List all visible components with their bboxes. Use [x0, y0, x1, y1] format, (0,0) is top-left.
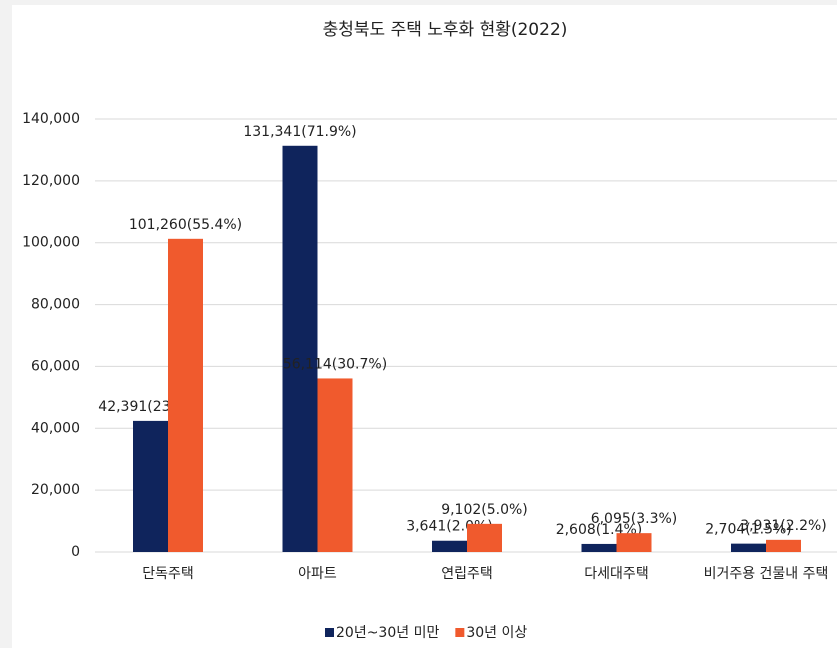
- x-tick-label: 단독주택: [142, 566, 194, 582]
- y-tick-label: 60,000: [31, 358, 80, 374]
- y-tick-label: 80,000: [31, 297, 80, 313]
- y-tick-label: 100,000: [22, 235, 80, 251]
- bar: [766, 539, 801, 552]
- y-tick-label: 40,000: [31, 420, 80, 436]
- bar: [282, 145, 318, 552]
- data-label: 3,931(2.2%): [740, 518, 827, 534]
- data-label: 56,114(30.7%): [283, 356, 387, 372]
- x-tick-label: 아파트: [298, 566, 337, 582]
- data-label: 101,260(55.4%): [129, 217, 242, 233]
- bar: [581, 543, 617, 552]
- data-label: 9,102(5.0%): [441, 502, 528, 518]
- y-tick-label: 120,000: [22, 173, 80, 189]
- x-tick-label: 비거주용 건물내 주택: [704, 566, 829, 582]
- y-tick-label: 20,000: [31, 482, 80, 498]
- x-tick-label: 다세대주택: [584, 566, 648, 582]
- x-tick-label: 연립주택: [441, 566, 493, 582]
- data-label: 131,341(71.9%): [243, 124, 356, 140]
- chart-title: 충청북도 주택 노후화 현황(2022): [323, 20, 568, 40]
- legend-swatch: [455, 628, 465, 637]
- legend-label: 20년~30년 미만: [336, 625, 439, 641]
- bar: [467, 523, 502, 552]
- bar: [731, 543, 766, 552]
- legend-label: 30년 이상: [466, 625, 527, 641]
- bar: [616, 533, 652, 552]
- bar: [133, 420, 168, 552]
- bar: [432, 540, 467, 552]
- data-label: 6,095(3.3%): [591, 511, 678, 527]
- data-label: 2,704(1.5%): [705, 522, 792, 538]
- y-tick-label: 0: [71, 544, 80, 560]
- bar: [317, 378, 353, 552]
- legend-swatch: [325, 628, 334, 637]
- y-tick-label: 140,000: [22, 111, 80, 127]
- bar: [168, 238, 203, 552]
